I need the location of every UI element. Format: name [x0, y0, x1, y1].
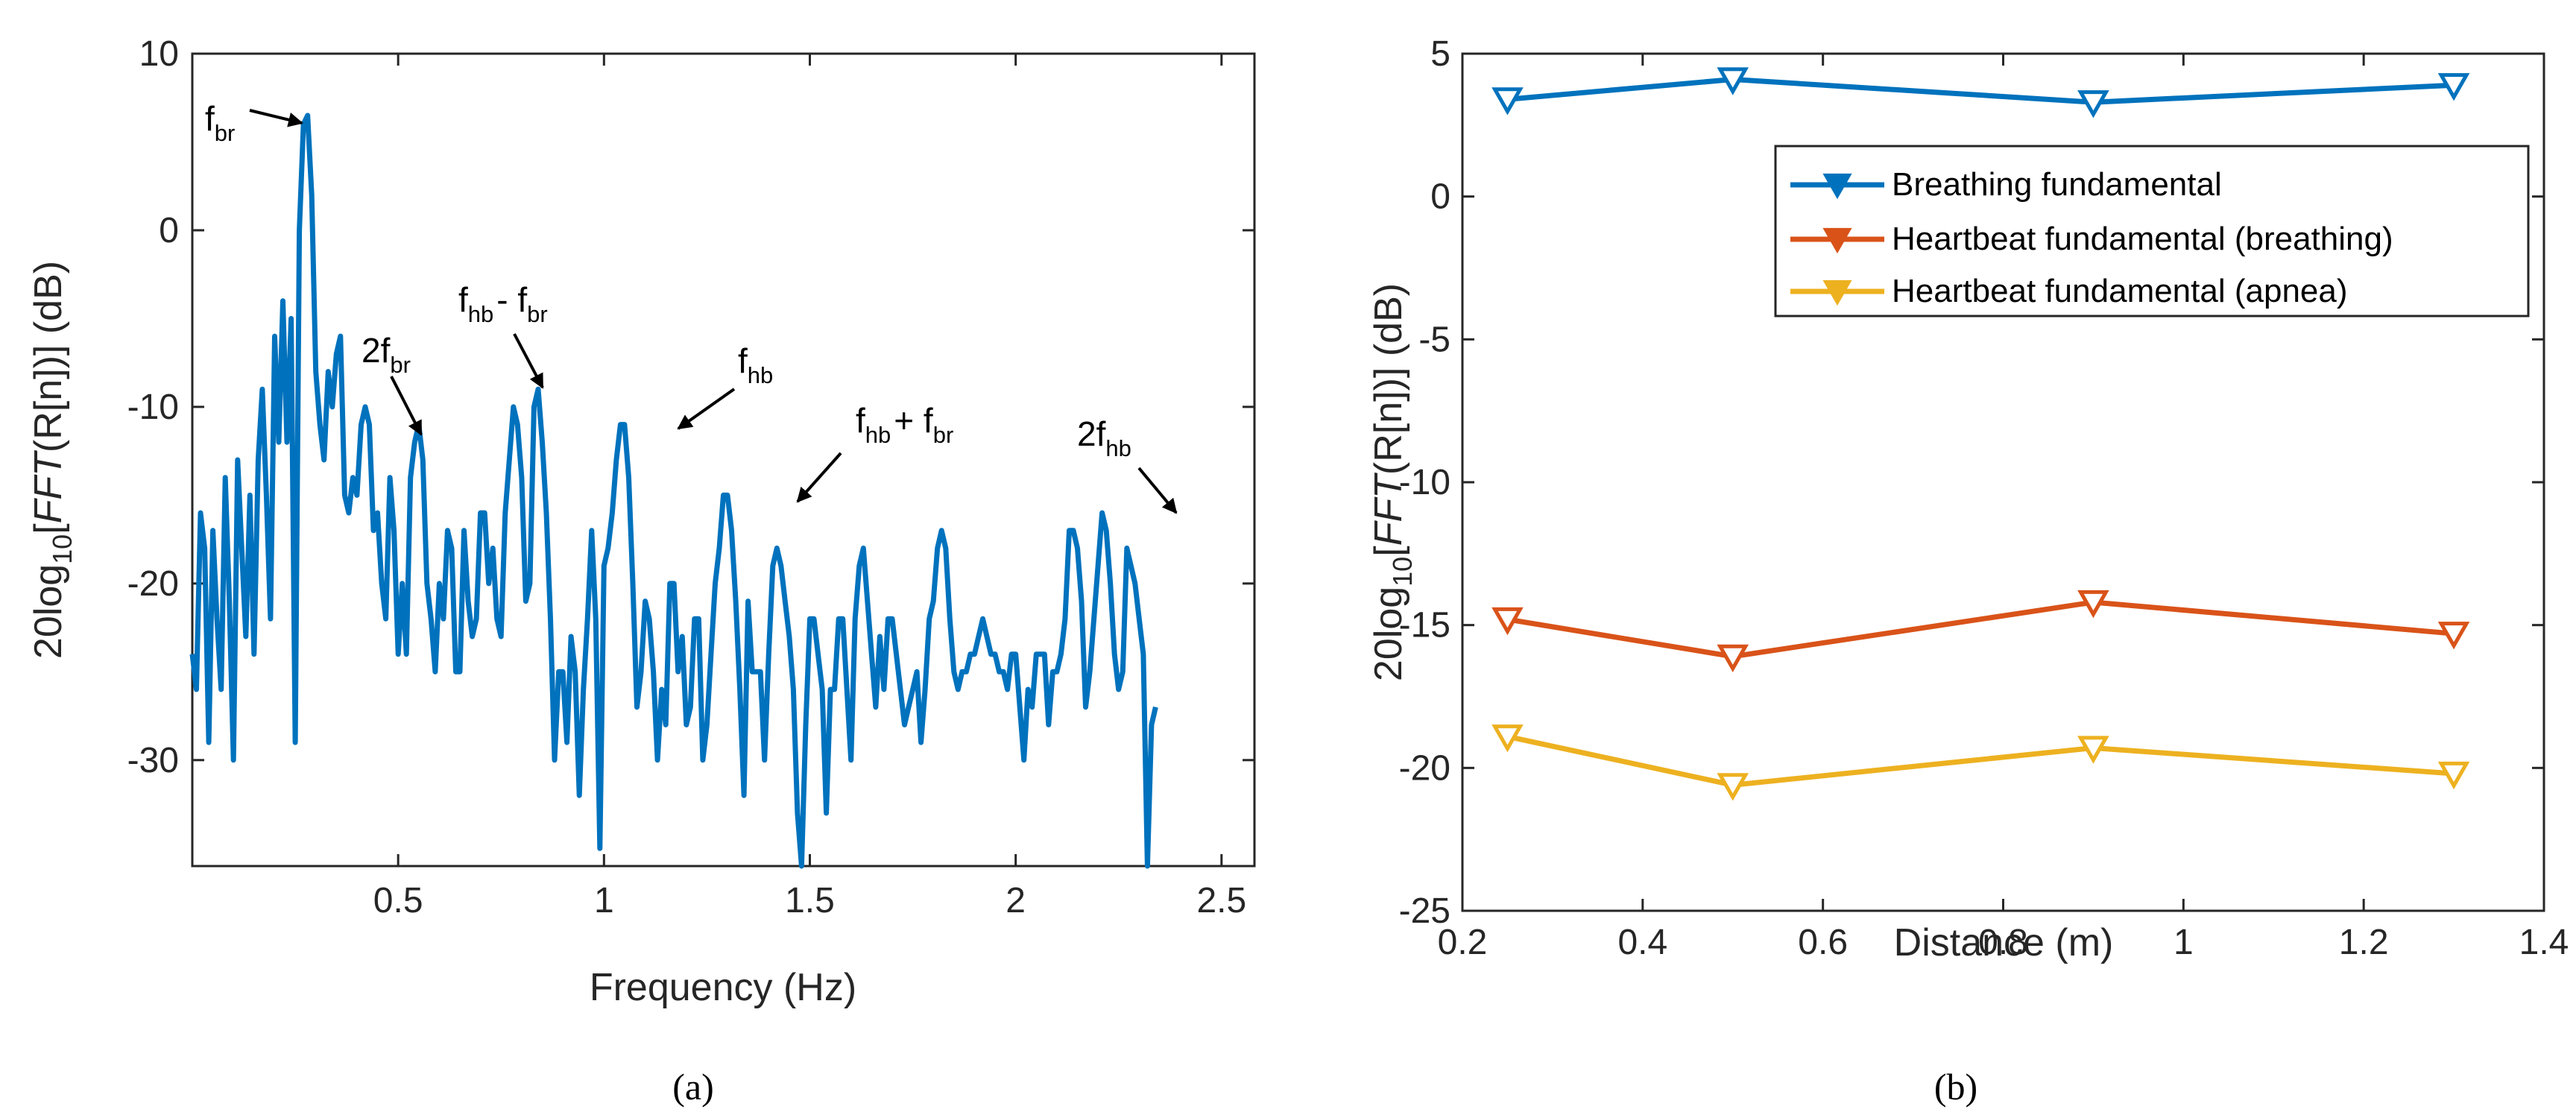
panel-a-xtick-label: 2.5	[1196, 881, 1246, 920]
panel-b-marker	[2077, 590, 2109, 619]
panel-b-marker	[2077, 90, 2109, 119]
panel-a-ytick-label: 10	[139, 34, 179, 74]
panel-a-ytick-label: -30	[127, 741, 179, 780]
panel-a-ylabel-rest: (R[n])] (dB)	[27, 261, 70, 452]
legend-entry-label: Breathing fundamental	[1892, 166, 2222, 203]
legend: Breathing fundamental Heartbeat fundament…	[1774, 145, 2530, 318]
panel-a-annotation-label: fbr	[205, 99, 235, 146]
panel-a-annotation-label: fhb	[738, 341, 773, 388]
panel-b-ytick-label: 5	[1430, 34, 1450, 74]
legend-entry-label: Heartbeat fundamental (breathing)	[1892, 221, 2393, 257]
panel-b-xlabel: Distance (m)	[1894, 921, 2114, 964]
panel-a-annotation-label: 2fhb	[1077, 414, 1131, 461]
panel-a-annotation-arrow	[390, 376, 423, 436]
panel-a-xtick-label: 1.5	[785, 881, 835, 920]
panel-b-ylabel-bracket: [	[1367, 546, 1410, 557]
panel-b-series	[1491, 67, 2470, 801]
panel-b-ytick-label: 0	[1430, 177, 1450, 217]
panel-b-series-line	[1506, 599, 2455, 660]
panel-b-caption: (b)	[1934, 1066, 1977, 1108]
panel-a-xtick-label: 1	[594, 881, 614, 920]
panel-a-ytick-label: -10	[127, 388, 179, 427]
legend-box	[1774, 145, 2530, 318]
panel-a-annotation-label: 2fbr	[362, 331, 411, 378]
panel-b-xtick-label: 0.4	[1617, 923, 1667, 962]
panel-a-annotations: fbr 2fbr fhb- fbr fhb fhb+ fbr 2fhb	[205, 99, 1178, 514]
panel-b-marker	[1717, 773, 1749, 801]
legend-swatch-marker	[1822, 173, 1852, 200]
panel-a-ytick-label: 0	[159, 211, 179, 250]
panel-a-annotation-label: fhb- fbr	[458, 280, 548, 327]
panel-a-caption: (a)	[672, 1066, 714, 1108]
panel-a-ticks: 0.5 1 1.5 2 2.5 10 0 -10 -20 -30	[127, 34, 1254, 920]
panel-a-annotation-arrow	[1137, 467, 1178, 514]
panel-b-ytick-label: -5	[1418, 320, 1450, 359]
panel-b-series-line	[1506, 733, 2455, 788]
panel-a-ylabel-part1: 20log	[27, 564, 70, 659]
panel-b: 0.2 0.4 0.6 0.8 1 1.2 1.4 5 0 -5 -10 -15 -20 -25 Brea…	[1367, 34, 2569, 1108]
legend-entry-label: Heartbeat fundamental (apnea)	[1892, 273, 2348, 309]
panel-a-annotation-arrow	[796, 452, 842, 503]
panel-a-xtick-label: 2	[1006, 881, 1026, 920]
panel-a-annotation-label: fhb+ fbr	[856, 401, 953, 448]
panel-b-ylabel-fft: FFT	[1367, 473, 1410, 546]
panel-a-axes-box	[191, 52, 1256, 868]
panel-a-ylabel-fft: FFT	[27, 450, 70, 524]
panel-b-ytick-label: -10	[1399, 463, 1450, 502]
panel-a-spectrum-line	[189, 113, 1158, 869]
panel-a-annotation-arrow	[513, 333, 544, 389]
panel-b-xtick-label: 0.2	[1438, 923, 1488, 962]
panel-a-annotation-arrow	[677, 388, 736, 430]
panel-b-ylabel-part1: 20log	[1367, 587, 1410, 681]
panel-b-marker	[1491, 87, 1524, 116]
panel-b-marker	[1717, 644, 1749, 673]
panel-b-marker	[2437, 761, 2470, 790]
panel-b-xtick-label: 0.6	[1798, 923, 1848, 962]
panel-b-ticks: 0.2 0.4 0.6 0.8 1 1.2 1.4 5 0 -5 -10 -15 -20 -25	[1399, 34, 2569, 962]
panel-b-ylabel-sub: 10	[1387, 557, 1418, 587]
panel-b-xtick-label: 1	[2174, 923, 2194, 962]
panel-b-marker	[1717, 67, 1749, 95]
legend-swatch-marker	[1822, 227, 1852, 254]
panel-b-xtick-label: 1.4	[2519, 923, 2569, 962]
panel-b-ylabel-rest: (R[n])] (dB)	[1367, 283, 1410, 475]
panel-b-marker	[1491, 607, 1524, 636]
panel-a-ylabel-bracket: [	[27, 523, 70, 534]
panel-b-ytick-label: -20	[1399, 748, 1450, 788]
panel-b-xtick-label: 1.2	[2339, 923, 2389, 962]
panel-b-marker	[2437, 622, 2470, 650]
panel-a-ylabel-sub: 10	[47, 534, 78, 564]
panel-b-xtick-label: 0.8	[1978, 923, 2028, 962]
panel-a-xtick-label: 0.5	[373, 881, 423, 920]
panel-a-ytick-label: -20	[127, 564, 179, 604]
panel-a-ylabel: 20log10[FFT(R[n])] (dB)	[27, 261, 78, 659]
legend-swatch-marker	[1822, 279, 1852, 306]
panel-b-marker	[1491, 724, 1524, 753]
panel-b-ytick-label: -25	[1399, 891, 1450, 931]
panel-a-xlabel: Frequency (Hz)	[590, 966, 856, 1009]
panel-b-marker	[2077, 736, 2109, 764]
panel-b-ytick-label: -15	[1399, 606, 1450, 645]
panel-b-ylabel: 20log10[FFT(R[n])] (dB)	[1367, 283, 1418, 681]
panel-a-annotation-arrow	[249, 109, 303, 127]
panel-b-series-line	[1507, 76, 2455, 105]
panel-b-marker	[2437, 73, 2470, 101]
